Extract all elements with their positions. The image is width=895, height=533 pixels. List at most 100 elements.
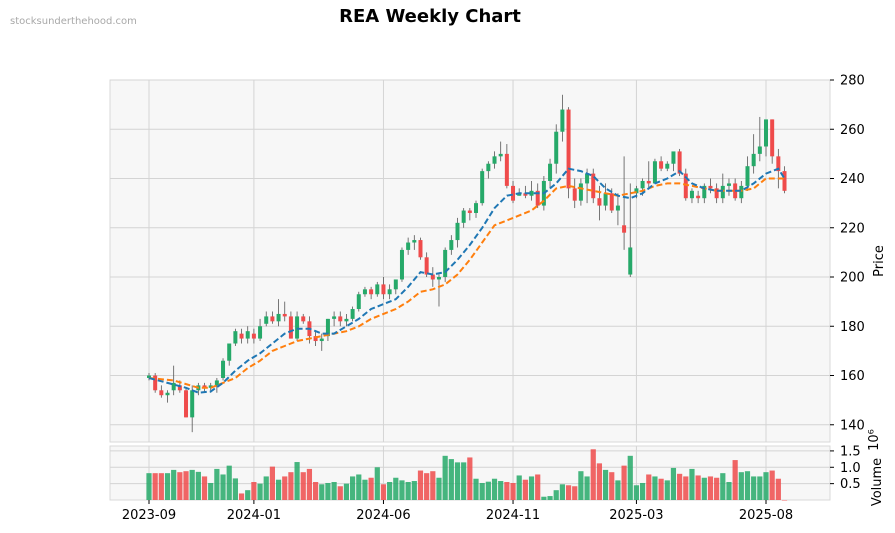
volume-bar [714,477,720,500]
candle-body [190,390,195,418]
volume-bar [288,472,294,500]
volume-bar [621,465,627,500]
candle-body [412,240,417,243]
volume-bar [467,457,473,500]
candle-body [535,190,540,206]
candle-body [702,185,707,199]
candle-body [184,390,189,418]
volume-bar [448,459,454,500]
moving-average-long-line [148,177,785,389]
volume-bar [146,473,152,500]
y-axis-label: Price [872,245,887,277]
candle-body [282,313,287,317]
candle-body [165,392,170,396]
volume-bar [387,482,393,500]
volume-tick-label: 1.0 [840,461,861,476]
volume-bar [368,477,374,500]
candle-body [757,146,762,154]
volume-bar [232,478,238,500]
candle-body [646,180,651,184]
candle-body [517,193,522,196]
volume-bar [720,473,726,500]
candle-body [233,331,238,344]
volume-bar [257,483,263,500]
grid [110,79,830,500]
volume-bar [275,479,282,500]
candle-body [671,151,676,164]
volume-bar [436,477,442,500]
candle-body [585,173,590,184]
volume-bar [417,470,424,500]
candle-body [270,316,275,322]
candle-body [221,360,226,378]
candle-body [640,180,645,189]
volume-bar [189,469,195,500]
volume-bar [350,476,356,500]
candle-body [295,316,300,339]
candle-body [344,318,349,322]
volume-bar [510,482,516,500]
volume-bar [732,460,738,500]
volume-bar [572,486,578,500]
price-tick-label: 160 [840,369,865,384]
volume-bar [646,474,652,500]
candle-body [770,119,775,157]
volume-bar [411,481,417,500]
candle-body [159,390,164,396]
volume-bar [578,471,584,500]
candles [147,94,787,433]
volume-bar [393,477,399,500]
candle-body [572,188,577,201]
candle-body [449,240,454,250]
chart-title: REA Weekly Chart [339,6,521,27]
x-tick-label: 2024-11 [486,508,540,523]
volume-bar [565,485,572,500]
volume-bar [183,471,189,500]
volume-bar [473,478,479,500]
volume-bar [522,479,528,500]
candle-body [548,163,553,181]
candle-body [227,343,232,361]
volume-bar [319,484,325,500]
candle-body [677,151,682,174]
candle-body [782,171,787,191]
candle-body [764,119,768,147]
candle-body [171,382,176,391]
candle-body [332,316,337,319]
candle-body [628,247,633,275]
price-tick-label: 140 [840,418,865,433]
volume-bar [356,474,362,500]
candle-body [443,249,448,278]
candle-body [720,185,725,199]
volume-bar [479,482,485,500]
volume-bar [164,473,171,500]
volume-bar [609,472,615,500]
volume-bar [485,481,491,500]
volume-bar [677,473,683,500]
candle-body [455,222,460,241]
candle-body [264,316,269,324]
candle-body [634,188,639,194]
candle-body [177,385,182,391]
volume-bar [171,469,177,500]
volume-bar [627,455,633,500]
volume-bar [374,467,380,500]
volume-bar [664,480,670,500]
candle-body [251,333,256,339]
candle-body [313,336,318,342]
candle-body [153,375,158,391]
candle-body [739,185,744,199]
candle-body [436,277,441,280]
candle-body [350,309,355,319]
volume-bar [701,477,707,500]
candle-body [424,257,429,275]
volume-bar [337,486,343,500]
candle-body [751,153,756,167]
candle-body [356,294,361,310]
volume-bar [763,472,769,500]
volume-bar [208,482,214,500]
volume-bar [744,471,751,500]
volume-bar [430,471,436,500]
volume-bar [399,480,405,500]
